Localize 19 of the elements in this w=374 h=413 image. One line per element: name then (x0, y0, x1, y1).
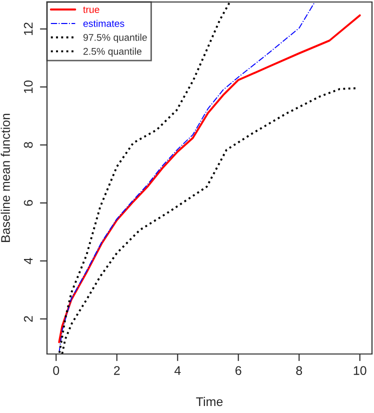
x-tick-label: 6 (236, 366, 242, 375)
y-tick-label: 8 (24, 142, 33, 148)
legend-label: estimates (83, 20, 124, 27)
x-tick-label: 4 (174, 366, 181, 375)
x-tick-label: 0 (53, 366, 60, 375)
legend-label: true (83, 6, 100, 14)
y-axis-title: Baseline mean function (0, 114, 10, 242)
line-series (58, 14, 361, 344)
y-tick-label: 6 (24, 200, 33, 206)
x-axis-title: Time (196, 396, 223, 406)
y-tick-label: 10 (24, 80, 33, 93)
y-tick-label: 12 (24, 22, 33, 35)
x-tick-label: 2 (114, 366, 120, 375)
y-tick-label: 4 (24, 258, 33, 264)
x-tick-label: 8 (296, 366, 302, 375)
y-tick-label: 2 (24, 316, 33, 322)
legend-label: 97.5% quantile (83, 34, 147, 43)
x-tick-label: 10 (354, 366, 366, 375)
legend-label: 2.5% quantile (83, 48, 142, 57)
